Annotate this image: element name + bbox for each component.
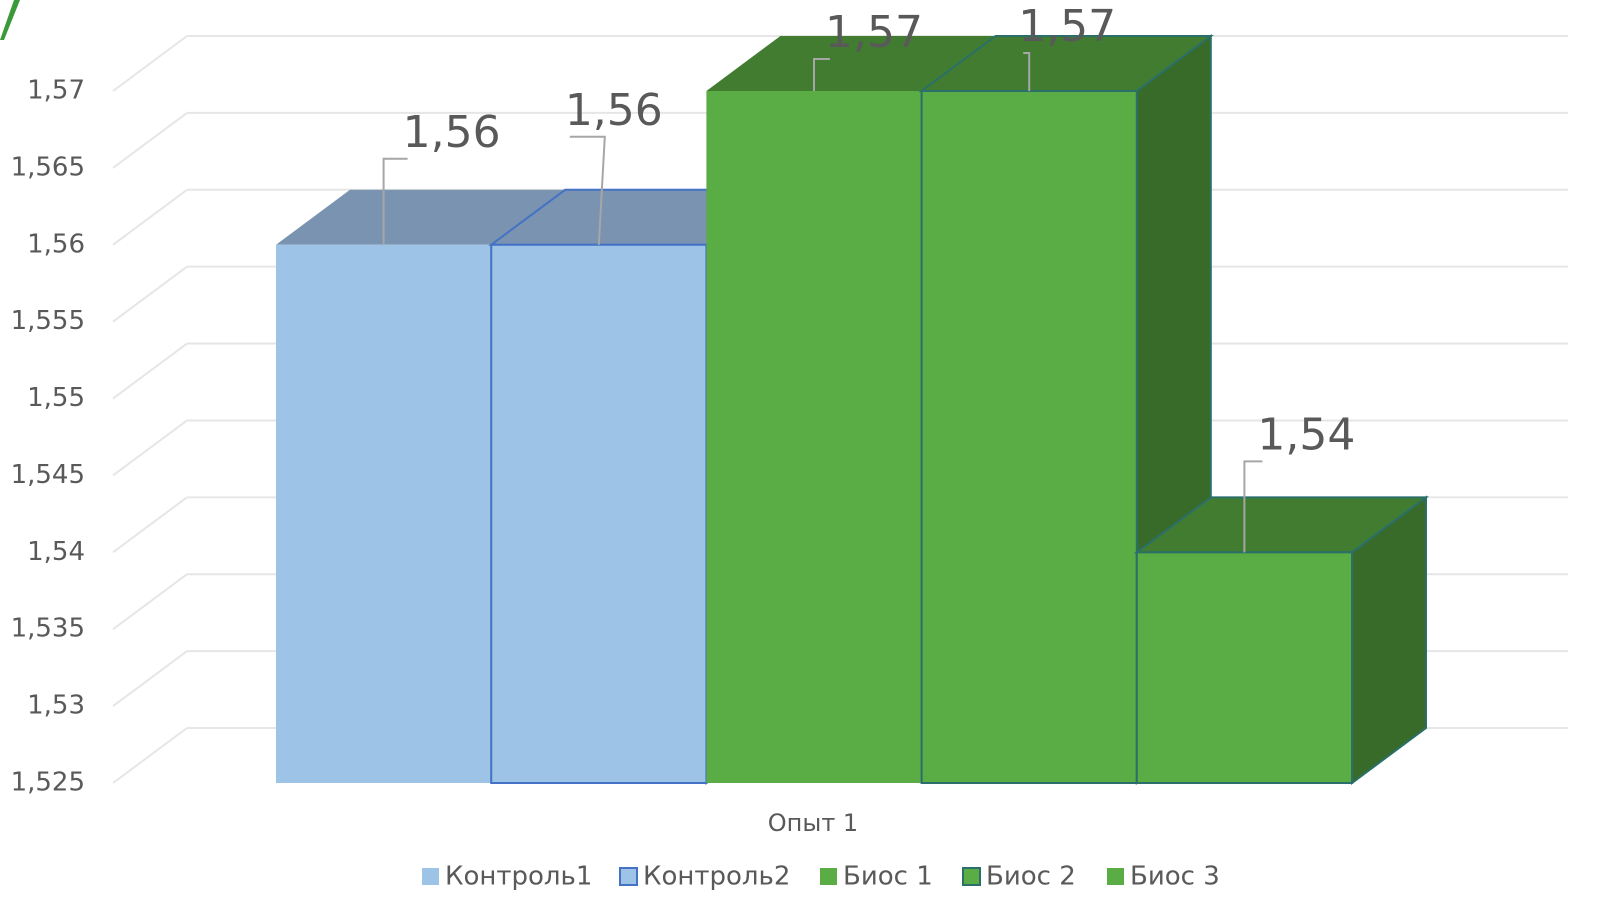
leader-line xyxy=(569,135,606,245)
grid-line xyxy=(112,342,188,400)
legend-swatch xyxy=(962,867,981,886)
y-tick-label: 1,545 xyxy=(11,460,85,490)
bar xyxy=(276,244,492,783)
data-label: 1,56 xyxy=(565,85,663,136)
grid-line xyxy=(112,112,188,169)
y-tick-label: 1,525 xyxy=(11,768,85,798)
legend-label: Биос 3 xyxy=(1130,862,1220,892)
leader-line xyxy=(1243,460,1263,553)
grid-line xyxy=(112,650,188,707)
grid-line xyxy=(112,573,188,631)
grid-line xyxy=(112,188,188,246)
legend-swatch xyxy=(619,867,638,886)
bar xyxy=(490,243,708,784)
bar xyxy=(706,91,922,783)
legend-swatch xyxy=(1107,868,1124,885)
grid-line xyxy=(112,265,188,323)
x-tick-label: Опыт 1 xyxy=(768,809,858,837)
data-label: 1,54 xyxy=(1257,409,1355,460)
y-tick-label: 1,565 xyxy=(11,152,85,182)
bar-top xyxy=(276,189,566,245)
grid-line xyxy=(112,35,188,92)
leader-line xyxy=(1023,52,1031,91)
y-tick-label: 1,535 xyxy=(11,614,85,644)
y-tick-label: 1,53 xyxy=(27,691,85,721)
bar-top xyxy=(706,36,996,91)
leader-line xyxy=(382,157,408,245)
legend-label: Контроль2 xyxy=(643,862,790,892)
data-label: 1,57 xyxy=(1018,1,1116,52)
grid-line xyxy=(112,727,188,784)
leader-line xyxy=(813,58,830,91)
legend-swatch xyxy=(820,868,837,885)
y-tick-label: 1,57 xyxy=(27,76,85,106)
legend-label: Контроль1 xyxy=(445,862,592,892)
data-label: 1,57 xyxy=(825,7,923,58)
legend-label: Биос 2 xyxy=(986,862,1076,892)
y-tick-label: 1,54 xyxy=(27,537,85,567)
y-tick-label: 1,56 xyxy=(27,229,85,259)
grid-line xyxy=(112,419,188,477)
legend-swatch xyxy=(422,868,439,885)
bar xyxy=(920,90,1138,784)
y-tick-label: 1,55 xyxy=(27,383,85,413)
decoration xyxy=(0,0,20,40)
y-tick-label: 1,555 xyxy=(11,306,85,336)
bar xyxy=(1135,551,1354,784)
legend-label: Биос 1 xyxy=(843,862,933,892)
grid-line xyxy=(112,496,188,554)
data-label: 1,56 xyxy=(403,107,501,158)
